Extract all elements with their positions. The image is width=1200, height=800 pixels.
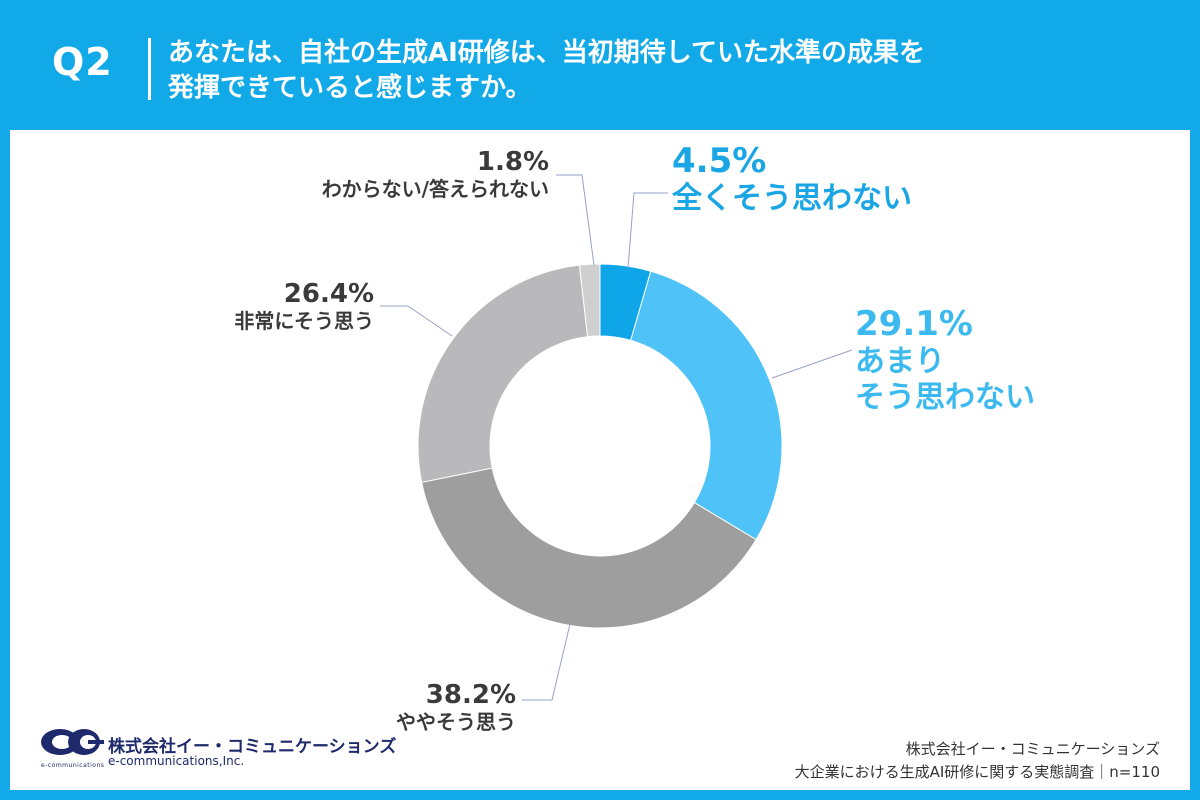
slice-value-label-2: 29.1% xyxy=(855,304,973,344)
donut-slice-4 xyxy=(417,264,589,483)
donut-slice-5 xyxy=(578,263,601,338)
leader-lines xyxy=(380,174,853,701)
header-banner: Q2 あなたは、自社の生成AI研修は、当初期待していた水準の成果を 発揮できてい… xyxy=(0,0,1200,130)
company-logo xyxy=(41,729,104,755)
leader-line-2 xyxy=(771,349,853,379)
leader-line-3 xyxy=(522,623,571,701)
slice-category-label-2: あまり xyxy=(855,344,945,379)
chart-panel xyxy=(10,130,1190,790)
leader-line-5 xyxy=(556,174,595,266)
logo-emblem-text: e-communications xyxy=(41,762,105,769)
logo-emblem-icon xyxy=(41,729,104,755)
slice-value-label-3: 38.2% xyxy=(426,680,516,710)
slice-category-label-3: ややそう思う xyxy=(396,710,516,734)
leader-line-1 xyxy=(627,192,668,269)
question-number: Q2 xyxy=(52,40,113,84)
slice-category-label-2: そう思わない xyxy=(855,380,1035,415)
question-line-1: あなたは、自社の生成AI研修は、当初期待していた水準の成果を xyxy=(168,38,926,68)
question-text: あなたは、自社の生成AI研修は、当初期待していた水準の成果を 発揮できていると感… xyxy=(168,36,1148,106)
leader-line-4 xyxy=(380,305,453,337)
donut-slice-3 xyxy=(421,467,757,629)
slice-category-label-1: 全くそう思わない xyxy=(671,181,912,216)
slice-category-label-4: 非常にそう思う xyxy=(234,309,374,333)
question-line-2: 発揮できていると感じますか。 xyxy=(168,73,532,103)
slice-value-label-5: 1.8% xyxy=(477,147,549,177)
logo-company-en: e-communications,Inc. xyxy=(108,754,245,768)
footer: 株式会社イー・コミュニケーションズ 大企業における生成AI研修に関する実態調査｜… xyxy=(795,738,1160,784)
footer-company: 株式会社イー・コミュニケーションズ xyxy=(905,740,1160,758)
donut-slices xyxy=(417,263,783,629)
slice-value-label-4: 26.4% xyxy=(284,279,374,309)
logo-company-jp: 株式会社イー・コミュニケーションズ xyxy=(108,737,397,757)
donut-slice-2 xyxy=(630,270,783,541)
slice-value-label-1: 4.5% xyxy=(672,141,766,181)
slice-category-label-5: わからない/答えられない xyxy=(322,177,549,201)
footer-survey: 大企業における生成AI研修に関する実態調査｜n=110 xyxy=(794,763,1160,781)
header-divider xyxy=(148,38,151,100)
